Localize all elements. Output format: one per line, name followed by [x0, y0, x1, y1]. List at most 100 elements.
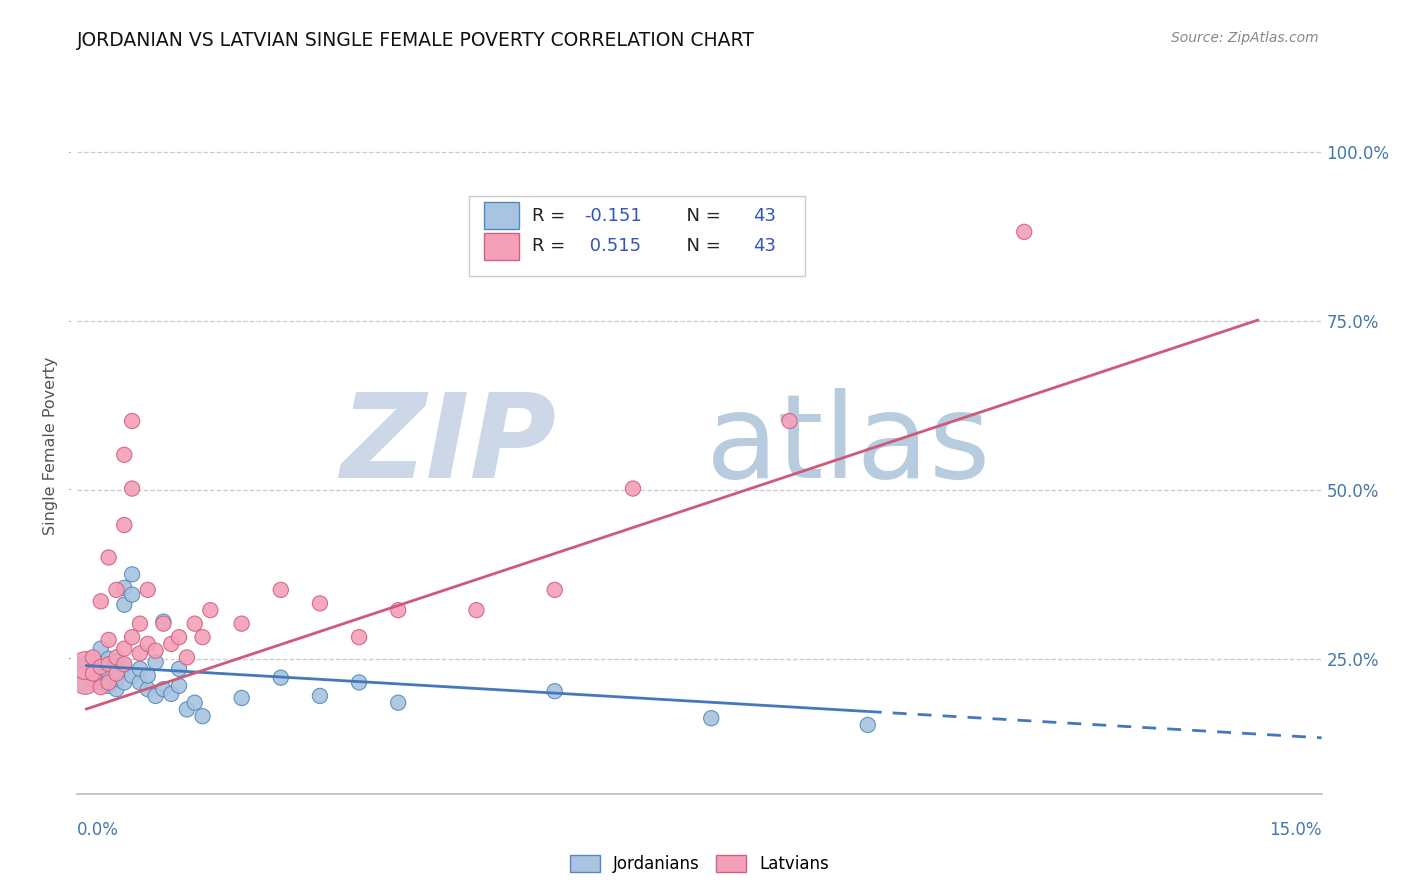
Point	[90, 680, 112, 694]
Point	[231, 690, 253, 705]
Point	[105, 666, 128, 681]
Point	[75, 668, 97, 682]
Point	[231, 616, 253, 631]
Point	[347, 675, 370, 690]
Point	[191, 630, 214, 644]
Point	[97, 632, 120, 647]
Text: 43: 43	[754, 237, 776, 255]
Point	[152, 616, 174, 631]
Point	[121, 414, 143, 428]
Point	[105, 650, 128, 665]
Point	[544, 582, 567, 597]
Point	[97, 665, 120, 680]
Point	[152, 615, 174, 629]
Point	[387, 603, 409, 617]
Point	[191, 709, 214, 723]
Point	[112, 662, 135, 676]
Point	[145, 655, 167, 669]
Point	[465, 603, 488, 617]
Point	[129, 616, 152, 631]
Point	[856, 718, 879, 732]
Text: N =: N =	[675, 207, 725, 225]
Point	[105, 655, 128, 669]
Point	[121, 668, 143, 682]
Text: R =: R =	[531, 207, 571, 225]
Point	[112, 641, 135, 656]
Point	[167, 679, 190, 693]
Point	[121, 567, 143, 582]
Point	[387, 696, 409, 710]
Point	[112, 675, 135, 690]
Text: N =: N =	[675, 237, 725, 255]
Point	[309, 689, 332, 703]
Point	[82, 666, 104, 681]
Point	[105, 582, 128, 597]
Point	[75, 673, 97, 688]
Point	[152, 682, 174, 697]
Point	[200, 603, 222, 617]
Point	[121, 588, 143, 602]
Text: 15.0%: 15.0%	[1270, 821, 1322, 838]
Point	[121, 630, 143, 644]
Text: 43: 43	[754, 207, 776, 225]
Point	[90, 660, 112, 674]
Point	[167, 630, 190, 644]
Point	[97, 673, 120, 688]
Point	[176, 702, 198, 716]
Text: Source: ZipAtlas.com: Source: ZipAtlas.com	[1171, 31, 1319, 45]
Point	[75, 665, 97, 680]
Point	[779, 414, 801, 428]
Point	[1012, 225, 1035, 239]
Text: JORDANIAN VS LATVIAN SINGLE FEMALE POVERTY CORRELATION CHART: JORDANIAN VS LATVIAN SINGLE FEMALE POVER…	[77, 31, 755, 50]
Point	[82, 650, 104, 665]
Point	[270, 671, 292, 685]
Point	[621, 482, 644, 496]
Point	[105, 672, 128, 686]
Point	[183, 616, 205, 631]
Point	[90, 641, 112, 656]
Point	[82, 672, 104, 686]
Point	[82, 666, 104, 681]
Point	[136, 682, 159, 697]
Point	[90, 671, 112, 685]
Point	[105, 682, 128, 697]
Point	[145, 689, 167, 703]
Point	[700, 711, 723, 725]
Point	[112, 581, 135, 595]
Legend: Jordanians, Latvians: Jordanians, Latvians	[562, 848, 837, 880]
Point	[160, 637, 183, 651]
Bar	[484, 202, 519, 229]
Point	[97, 550, 120, 565]
Point	[112, 448, 135, 462]
Text: ZIP: ZIP	[340, 389, 557, 503]
Point	[97, 679, 120, 693]
Point	[112, 657, 135, 672]
Point	[97, 652, 120, 666]
Point	[347, 630, 370, 644]
Point	[129, 646, 152, 660]
Point	[97, 657, 120, 672]
Point	[136, 668, 159, 682]
Point	[129, 675, 152, 690]
Text: R =: R =	[531, 237, 571, 255]
Point	[309, 596, 332, 610]
Point	[145, 643, 167, 657]
Point	[97, 675, 120, 690]
Text: 0.0%: 0.0%	[77, 821, 120, 838]
Point	[112, 518, 135, 533]
Point	[160, 687, 183, 701]
Point	[129, 662, 152, 676]
Point	[270, 582, 292, 597]
Y-axis label: Single Female Poverty: Single Female Poverty	[44, 357, 58, 535]
Point	[121, 482, 143, 496]
Point	[112, 598, 135, 612]
Text: atlas: atlas	[706, 389, 991, 503]
Point	[75, 658, 97, 673]
Point	[90, 594, 112, 608]
FancyBboxPatch shape	[470, 195, 806, 276]
Point	[136, 582, 159, 597]
Point	[167, 662, 190, 676]
Text: 0.515: 0.515	[583, 237, 641, 255]
Point	[183, 696, 205, 710]
Point	[176, 650, 198, 665]
